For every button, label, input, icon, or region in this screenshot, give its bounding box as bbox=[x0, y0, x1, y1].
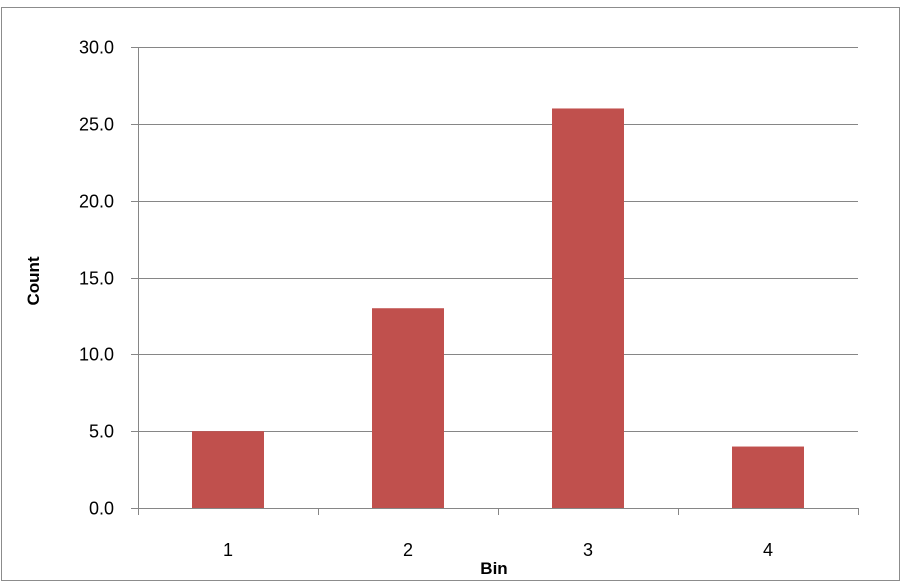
y-tick-label: 10.0 bbox=[79, 345, 114, 365]
bar bbox=[552, 108, 624, 508]
y-tick-label: 30.0 bbox=[79, 38, 114, 58]
bar bbox=[732, 446, 804, 508]
x-tick-labels: 1 2 3 4 bbox=[223, 540, 773, 560]
x-tick-label: 4 bbox=[763, 540, 773, 560]
y-tick-label: 20.0 bbox=[79, 192, 114, 212]
y-tick-label: 0.0 bbox=[89, 499, 114, 519]
x-tick-label: 1 bbox=[223, 540, 233, 560]
y-axis-title: Count bbox=[24, 256, 43, 305]
y-tick-label: 25.0 bbox=[79, 115, 114, 135]
y-tick-label: 15.0 bbox=[79, 269, 114, 289]
axes bbox=[131, 47, 859, 515]
bar bbox=[372, 308, 444, 508]
bars bbox=[192, 108, 804, 508]
bar bbox=[192, 431, 264, 508]
gridlines bbox=[138, 47, 858, 432]
y-tick-label: 5.0 bbox=[89, 422, 114, 442]
x-axis-title: Bin bbox=[480, 559, 507, 578]
y-tick-labels: 0.0 5.0 10.0 15.0 20.0 25.0 30.0 bbox=[79, 38, 114, 519]
x-tick-label: 2 bbox=[403, 540, 413, 560]
x-tick-label: 3 bbox=[583, 540, 593, 560]
